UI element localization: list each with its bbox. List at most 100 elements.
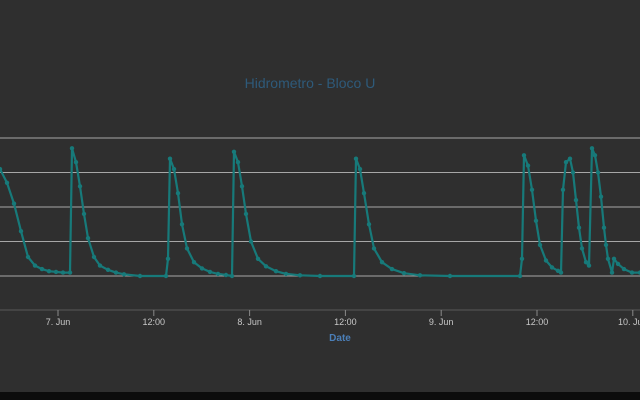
data-point bbox=[525, 163, 531, 168]
data-point bbox=[601, 225, 607, 230]
data-point bbox=[567, 156, 573, 161]
data-point bbox=[629, 270, 635, 275]
data-point bbox=[229, 273, 235, 279]
data-point bbox=[85, 235, 91, 241]
data-point bbox=[32, 263, 38, 268]
chart-area: Hidrometro - Bloco U 7. Jun 12:00 8. Jun 12… bbox=[0, 0, 640, 392]
data-point bbox=[243, 211, 249, 217]
data-point bbox=[25, 254, 31, 260]
x-tick-label: 12:00 bbox=[334, 317, 357, 327]
data-point bbox=[113, 270, 119, 275]
data-point bbox=[519, 256, 525, 261]
data-point bbox=[121, 272, 127, 277]
data-point bbox=[4, 180, 10, 185]
data-point bbox=[18, 229, 24, 234]
data-point bbox=[263, 264, 269, 269]
data-point bbox=[163, 273, 169, 279]
data-point bbox=[609, 270, 615, 275]
series-layer bbox=[0, 146, 640, 279]
data-point bbox=[165, 256, 171, 261]
data-point bbox=[317, 273, 323, 279]
data-point bbox=[184, 246, 190, 251]
data-point bbox=[69, 146, 75, 151]
data-point bbox=[592, 153, 598, 158]
data-point bbox=[67, 270, 73, 275]
data-point bbox=[137, 273, 143, 279]
data-point bbox=[560, 187, 566, 192]
data-point bbox=[366, 222, 372, 227]
x-tick-label: 9. Jun bbox=[429, 317, 454, 327]
data-point bbox=[175, 191, 181, 196]
data-point bbox=[361, 191, 367, 196]
data-point bbox=[603, 242, 609, 248]
data-point bbox=[611, 256, 617, 261]
data-point bbox=[537, 242, 543, 248]
data-point bbox=[576, 225, 582, 230]
grid-layer bbox=[0, 137, 640, 311]
data-point bbox=[46, 269, 52, 274]
x-axis-title: Date bbox=[329, 333, 351, 344]
data-point bbox=[379, 260, 385, 265]
data-point bbox=[191, 260, 197, 265]
data-point bbox=[389, 266, 395, 272]
data-point bbox=[353, 156, 359, 161]
data-point bbox=[171, 166, 177, 172]
data-point bbox=[586, 263, 592, 268]
chart-title: Hidrometro - Bloco U bbox=[245, 75, 376, 91]
data-point bbox=[417, 273, 423, 278]
data-point bbox=[199, 266, 205, 271]
x-tick-label: 12:00 bbox=[526, 317, 549, 327]
data-point bbox=[595, 170, 601, 175]
data-point bbox=[77, 184, 83, 189]
data-point bbox=[563, 160, 569, 165]
data-point bbox=[248, 239, 254, 244]
data-point bbox=[605, 256, 611, 261]
data-point bbox=[11, 201, 17, 206]
data-point bbox=[579, 246, 585, 251]
data-point bbox=[53, 269, 59, 275]
data-point bbox=[179, 222, 185, 227]
data-point bbox=[91, 254, 97, 260]
data-point bbox=[521, 153, 527, 158]
data-point bbox=[351, 273, 357, 279]
data-point bbox=[517, 273, 523, 279]
data-point bbox=[297, 273, 303, 278]
data-point bbox=[0, 166, 3, 172]
x-tick-label: 10. Jun bbox=[618, 317, 640, 327]
data-point bbox=[543, 258, 549, 263]
data-point bbox=[273, 269, 279, 274]
chart-svg: Hidrometro - Bloco U 7. Jun 12:00 8. Jun 12… bbox=[0, 75, 640, 344]
data-point bbox=[97, 263, 103, 268]
x-tick-label: 12:00 bbox=[143, 317, 166, 327]
data-point bbox=[589, 146, 595, 151]
data-point bbox=[371, 246, 377, 251]
data-point bbox=[223, 272, 229, 278]
x-tick-label: 8. Jun bbox=[237, 317, 262, 327]
data-point bbox=[39, 266, 45, 272]
data-point bbox=[239, 184, 245, 189]
data-point bbox=[621, 266, 627, 272]
data-point bbox=[81, 211, 87, 217]
series-line bbox=[0, 147, 640, 278]
data-point bbox=[533, 218, 539, 223]
data-point bbox=[570, 170, 576, 175]
data-point bbox=[357, 166, 363, 172]
data-point bbox=[105, 267, 111, 272]
data-point bbox=[215, 271, 221, 277]
data-point bbox=[231, 149, 237, 154]
data-point bbox=[637, 270, 640, 275]
data-point bbox=[583, 260, 589, 265]
data-point bbox=[167, 156, 173, 161]
x-axis: 7. Jun 12:00 8. Jun 12:00 9. Jun 12:00 10. Jun bbox=[46, 310, 640, 327]
data-point bbox=[207, 269, 213, 275]
data-point bbox=[573, 197, 579, 203]
data-point bbox=[558, 270, 564, 275]
data-point bbox=[255, 256, 261, 261]
data-point bbox=[598, 194, 604, 199]
data-point bbox=[447, 273, 453, 279]
data-point bbox=[549, 265, 555, 270]
data-point bbox=[73, 160, 79, 165]
data-point bbox=[235, 160, 241, 165]
data-point bbox=[529, 187, 535, 192]
